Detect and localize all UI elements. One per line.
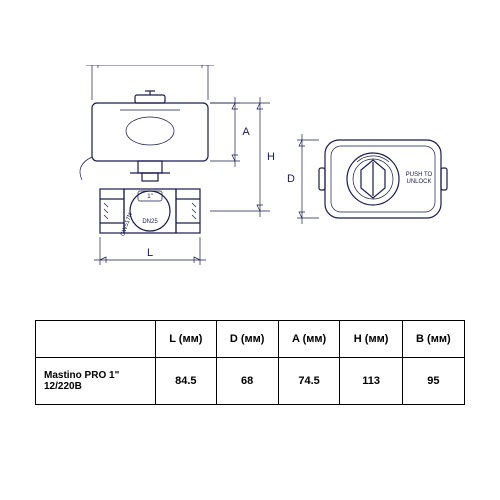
dimensions-table: L (мм) D (мм) A (мм) H (мм) B (мм) Masti…: [35, 320, 465, 405]
val-B: 95: [402, 358, 464, 405]
dim-L-label: L: [147, 247, 153, 259]
val-A: 74.5: [278, 358, 340, 405]
col-H: H (мм): [340, 321, 402, 358]
dim-H-label: H: [267, 151, 275, 163]
technical-drawing: B 1" DN2: [40, 65, 460, 285]
col-B: B (мм): [402, 321, 464, 358]
col-D: D (мм): [216, 321, 278, 358]
table-corner-cell: [36, 321, 156, 358]
val-D: 68: [216, 358, 278, 405]
knob-text-2: UNLOCK: [406, 179, 431, 185]
dim-A-label: A: [242, 126, 250, 138]
val-H: 113: [340, 358, 402, 405]
valve-dn-label: DN25: [142, 219, 158, 225]
col-L: L (мм): [156, 321, 216, 358]
dim-D-label: D: [287, 173, 295, 185]
table-row: Mastino PRO 1" 12/220B 84.5 68 74.5 113 …: [36, 358, 465, 405]
val-L: 84.5: [156, 358, 216, 405]
table-header-row: L (мм) D (мм) A (мм) H (мм) B (мм): [36, 321, 465, 358]
knob-text-1: PUSH TO: [406, 172, 433, 178]
col-A: A (мм): [278, 321, 340, 358]
row-label: Mastino PRO 1" 12/220B: [36, 358, 156, 405]
valve-size-label: 1": [147, 194, 152, 200]
